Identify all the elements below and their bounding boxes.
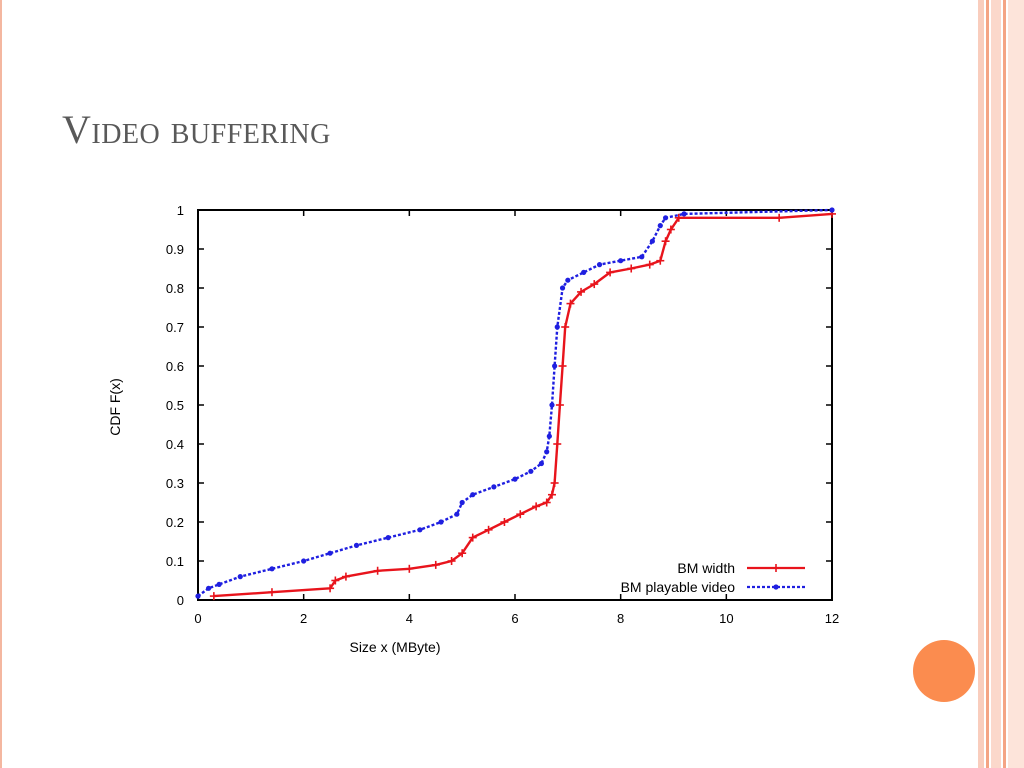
plot-frame xyxy=(197,209,833,601)
y-tick-label: 0.8 xyxy=(166,281,184,296)
y-tick-label: 0.1 xyxy=(166,554,184,569)
y-tick-label: 0.4 xyxy=(166,437,184,452)
data-point xyxy=(546,433,552,439)
data-point xyxy=(528,468,534,474)
data-point xyxy=(538,460,545,467)
data-point xyxy=(554,324,560,330)
left-border-rule xyxy=(0,0,2,768)
decorative-band xyxy=(986,0,989,768)
data-point xyxy=(512,476,518,482)
decorative-band xyxy=(991,0,1001,768)
data-point xyxy=(417,527,423,533)
data-point xyxy=(552,363,558,369)
decorative-band xyxy=(978,0,984,768)
data-point xyxy=(559,285,566,291)
x-tick-label: 12 xyxy=(825,611,839,626)
y-axis-label: CDF F(x) xyxy=(107,378,123,436)
decorative-band xyxy=(1008,0,1024,768)
slide-title: Video buffering xyxy=(62,107,331,152)
decorative-band xyxy=(1003,0,1006,768)
x-tick-label: 0 xyxy=(194,611,201,626)
data-point xyxy=(385,535,391,541)
data-point xyxy=(618,258,624,264)
data-point xyxy=(216,581,222,588)
data-point xyxy=(470,492,476,498)
legend-label: BM width xyxy=(677,560,735,576)
data-point xyxy=(829,207,835,213)
data-point xyxy=(491,484,497,490)
data-point xyxy=(438,519,444,525)
data-point xyxy=(544,449,550,455)
y-tick-label: 0.7 xyxy=(166,320,184,335)
data-point xyxy=(327,550,333,556)
accent-circle xyxy=(913,640,975,702)
series-line-bm-width xyxy=(213,212,833,598)
data-point xyxy=(581,269,587,275)
series-line-bm-playable-video xyxy=(197,208,833,598)
x-tick-label: 10 xyxy=(719,611,733,626)
data-point xyxy=(565,277,571,283)
data-point xyxy=(681,211,687,217)
data-point xyxy=(662,215,669,221)
data-point xyxy=(205,585,212,591)
legend-label: BM playable video xyxy=(621,579,736,595)
data-point xyxy=(237,574,243,580)
y-tick-label: 0.3 xyxy=(166,476,184,491)
x-tick-label: 2 xyxy=(300,611,307,626)
data-point xyxy=(459,499,465,506)
x-axis-label: Size x (MByte) xyxy=(349,639,440,655)
data-point xyxy=(773,584,779,590)
data-point xyxy=(549,402,555,408)
y-tick-label: 0.9 xyxy=(166,242,184,257)
data-point xyxy=(454,511,460,517)
data-point xyxy=(649,238,655,244)
data-point xyxy=(596,262,603,268)
y-tick-label: 0.2 xyxy=(166,515,184,530)
x-tick-label: 8 xyxy=(617,611,624,626)
data-point xyxy=(301,558,307,564)
y-tick-label: 0.5 xyxy=(166,398,184,413)
data-point xyxy=(353,542,360,549)
data-point xyxy=(269,566,275,572)
y-tick-label: 1 xyxy=(177,203,184,218)
x-tick-label: 6 xyxy=(511,611,518,626)
y-tick-label: 0 xyxy=(177,593,184,608)
data-point xyxy=(657,223,663,229)
x-tick-label: 4 xyxy=(406,611,413,626)
y-tick-label: 0.6 xyxy=(166,359,184,374)
data-point xyxy=(639,254,645,260)
data-point xyxy=(195,593,201,599)
